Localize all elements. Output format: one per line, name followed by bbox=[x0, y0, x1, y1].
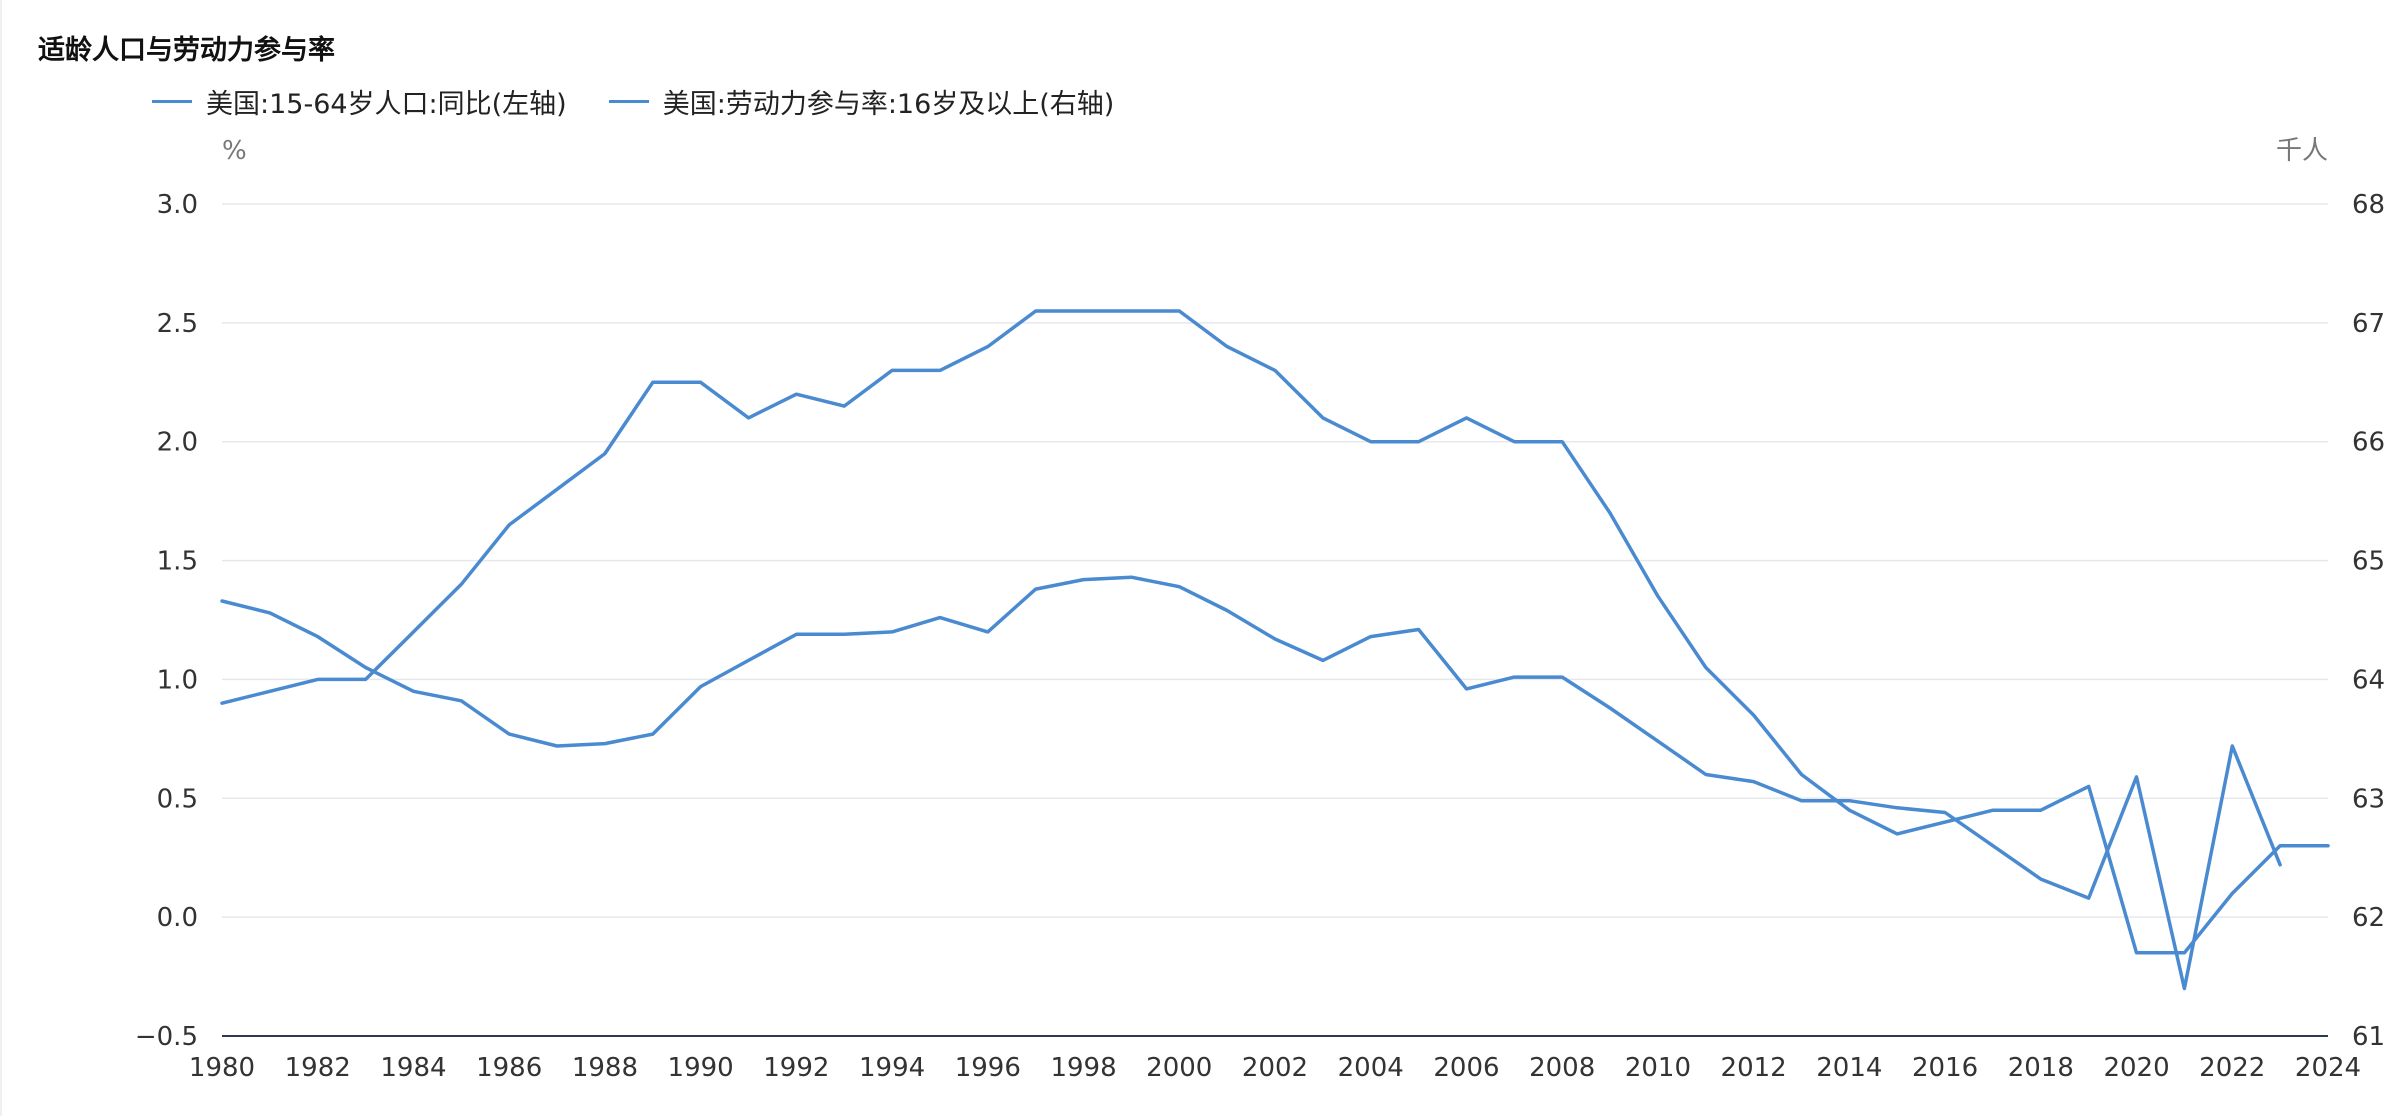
x-axis-tick-label: 2012 bbox=[1721, 1053, 1787, 1083]
x-axis-tick-label: 2024 bbox=[2295, 1053, 2361, 1083]
left-axis-tick-label: 2.5 bbox=[157, 309, 198, 339]
right-axis-ticks: 68 67 66 65 64 63 62 61 bbox=[2352, 190, 2385, 1052]
chart-title: 适龄人口与劳动力参与率 bbox=[38, 35, 335, 66]
x-axis-tick-label: 1982 bbox=[285, 1053, 351, 1083]
x-axis-tick-label: 2010 bbox=[1625, 1053, 1691, 1083]
legend: 美国:15-64岁人口:同比(左轴) 美国:劳动力参与率:16岁及以上(右轴) bbox=[152, 82, 1114, 121]
left-axis-tick-label: 0.5 bbox=[157, 784, 198, 814]
right-axis-tick-label: 64 bbox=[2352, 665, 2385, 695]
left-axis-tick-label: 1.0 bbox=[157, 665, 198, 695]
x-axis-tick-label: 2006 bbox=[1433, 1053, 1499, 1083]
right-axis-tick-label: 65 bbox=[2352, 547, 2385, 577]
x-axis-tick-label: 1996 bbox=[955, 1053, 1021, 1083]
left-axis-unit: % bbox=[222, 136, 247, 166]
series-lines bbox=[220, 309, 2330, 991]
series-line-population-yoy bbox=[220, 575, 2282, 991]
legend-item-participation[interactable]: 美国:劳动力参与率:16岁及以上(右轴) bbox=[608, 82, 1115, 121]
left-axis-tick-label: 2.0 bbox=[157, 428, 198, 458]
x-axis-tick-label: 2000 bbox=[1146, 1053, 1212, 1083]
x-axis-tick-label: 1992 bbox=[763, 1053, 829, 1083]
x-axis-tick-label: 2004 bbox=[1338, 1053, 1404, 1083]
x-axis-tick-label: 2022 bbox=[2199, 1053, 2265, 1083]
x-axis-tick-label: 2014 bbox=[1816, 1053, 1882, 1083]
legend-swatch-population bbox=[152, 100, 192, 103]
x-axis-tick-label: 1998 bbox=[1050, 1053, 1116, 1083]
x-axis-tick-label: 1994 bbox=[859, 1053, 925, 1083]
x-axis-tick-label: 2020 bbox=[2103, 1053, 2169, 1083]
left-axis-tick-label: 1.5 bbox=[157, 547, 198, 577]
legend-swatch-participation bbox=[608, 100, 649, 103]
x-axis-tick-label: 1984 bbox=[380, 1053, 446, 1083]
x-axis-tick-label: 1980 bbox=[189, 1053, 255, 1083]
right-axis-tick-label: 61 bbox=[2352, 1022, 2385, 1052]
right-axis-unit: 千人 bbox=[2276, 136, 2328, 166]
left-axis-tick-label: 3.0 bbox=[157, 190, 198, 220]
x-axis-tick-label: 1990 bbox=[668, 1053, 734, 1083]
x-axis-tick-label: 2016 bbox=[1912, 1053, 1978, 1083]
x-axis-ticks: 1980 1982 1984 1986 1988 1990 1992 1994 1996 1998… bbox=[189, 1053, 2361, 1083]
gridlines bbox=[222, 203, 2328, 1037]
left-axis-tick-label: −0.5 bbox=[135, 1022, 198, 1052]
x-axis-tick-label: 2018 bbox=[2008, 1053, 2074, 1083]
x-axis-tick-label: 1988 bbox=[572, 1053, 638, 1083]
legend-label-population: 美国:15-64岁人口:同比(左轴) bbox=[206, 89, 567, 120]
series-line-participation-rate bbox=[220, 309, 2330, 955]
right-axis-tick-label: 63 bbox=[2352, 784, 2385, 814]
x-axis-tick-label: 2002 bbox=[1242, 1053, 1308, 1083]
left-axis-ticks: 3.0 2.5 2.0 1.5 1.0 0.5 0.0 −0.5 bbox=[135, 190, 198, 1052]
left-axis-tick-label: 0.0 bbox=[157, 903, 198, 933]
x-axis-tick-label: 1986 bbox=[476, 1053, 542, 1083]
legend-label-participation: 美国:劳动力参与率:16岁及以上(右轴) bbox=[662, 89, 1115, 120]
right-axis-tick-label: 67 bbox=[2352, 309, 2385, 339]
right-axis-tick-label: 68 bbox=[2352, 190, 2385, 220]
x-axis-tick-label: 2008 bbox=[1529, 1053, 1595, 1083]
legend-item-population[interactable]: 美国:15-64岁人口:同比(左轴) bbox=[152, 82, 567, 121]
right-axis-tick-label: 62 bbox=[2352, 903, 2385, 933]
right-axis-tick-label: 66 bbox=[2352, 428, 2385, 458]
